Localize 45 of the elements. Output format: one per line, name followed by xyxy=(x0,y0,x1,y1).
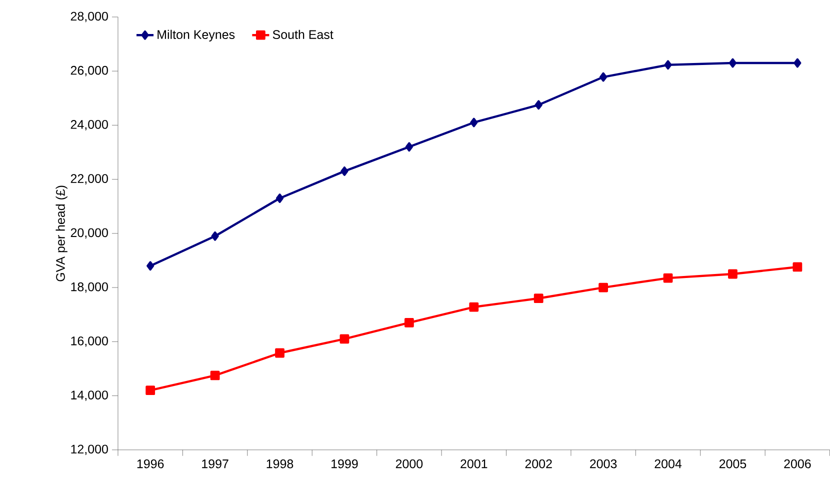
point xyxy=(794,58,802,68)
point xyxy=(275,348,284,358)
x-tick-label: 1998 xyxy=(266,459,294,468)
point xyxy=(728,58,737,68)
y-tick-label: 24,000 xyxy=(70,120,108,130)
y-tick-label: 14,000 xyxy=(71,390,108,401)
point xyxy=(211,231,219,241)
y-tick-label: 18,000 xyxy=(71,282,108,293)
x-tick-label: 2004 xyxy=(654,459,682,468)
point xyxy=(340,166,348,176)
point xyxy=(405,142,413,152)
point xyxy=(600,72,608,82)
y-tick-label: 12,000 xyxy=(71,444,108,456)
point xyxy=(728,269,738,279)
legend-label: Milton Keynes xyxy=(158,30,235,42)
x-tick-label: 2000 xyxy=(396,459,423,468)
y-tick-label: 22,000 xyxy=(70,174,108,185)
y-tick-label: 20,000 xyxy=(70,228,108,239)
point xyxy=(210,370,220,380)
point xyxy=(146,261,154,271)
point xyxy=(470,118,478,128)
point xyxy=(664,60,672,70)
y-tick-label: 16,000 xyxy=(71,336,108,347)
y-tick-label: 28,000 xyxy=(70,12,108,22)
point xyxy=(276,194,284,204)
point xyxy=(792,262,802,272)
point xyxy=(663,273,673,283)
y-axis-title: GVA per head (£) xyxy=(56,186,68,282)
x-tick-label: 1996 xyxy=(137,459,164,468)
point xyxy=(534,100,542,110)
x-tick-label: 2005 xyxy=(719,459,746,468)
x-tick-label: 2006 xyxy=(784,459,811,468)
point xyxy=(469,302,479,312)
point xyxy=(598,282,608,292)
x-tick-label: 2003 xyxy=(590,459,617,468)
point xyxy=(534,294,544,304)
x-tick-label: 2002 xyxy=(525,459,552,468)
y-tick-label: 26,000 xyxy=(70,66,108,76)
x-tick-label: 1997 xyxy=(202,459,228,468)
point xyxy=(146,386,156,396)
x-tick-label: 1999 xyxy=(332,459,358,468)
legend-label: South East xyxy=(272,30,334,40)
point xyxy=(340,334,350,344)
x-tick-label: 2001 xyxy=(460,459,488,468)
point xyxy=(404,318,414,328)
